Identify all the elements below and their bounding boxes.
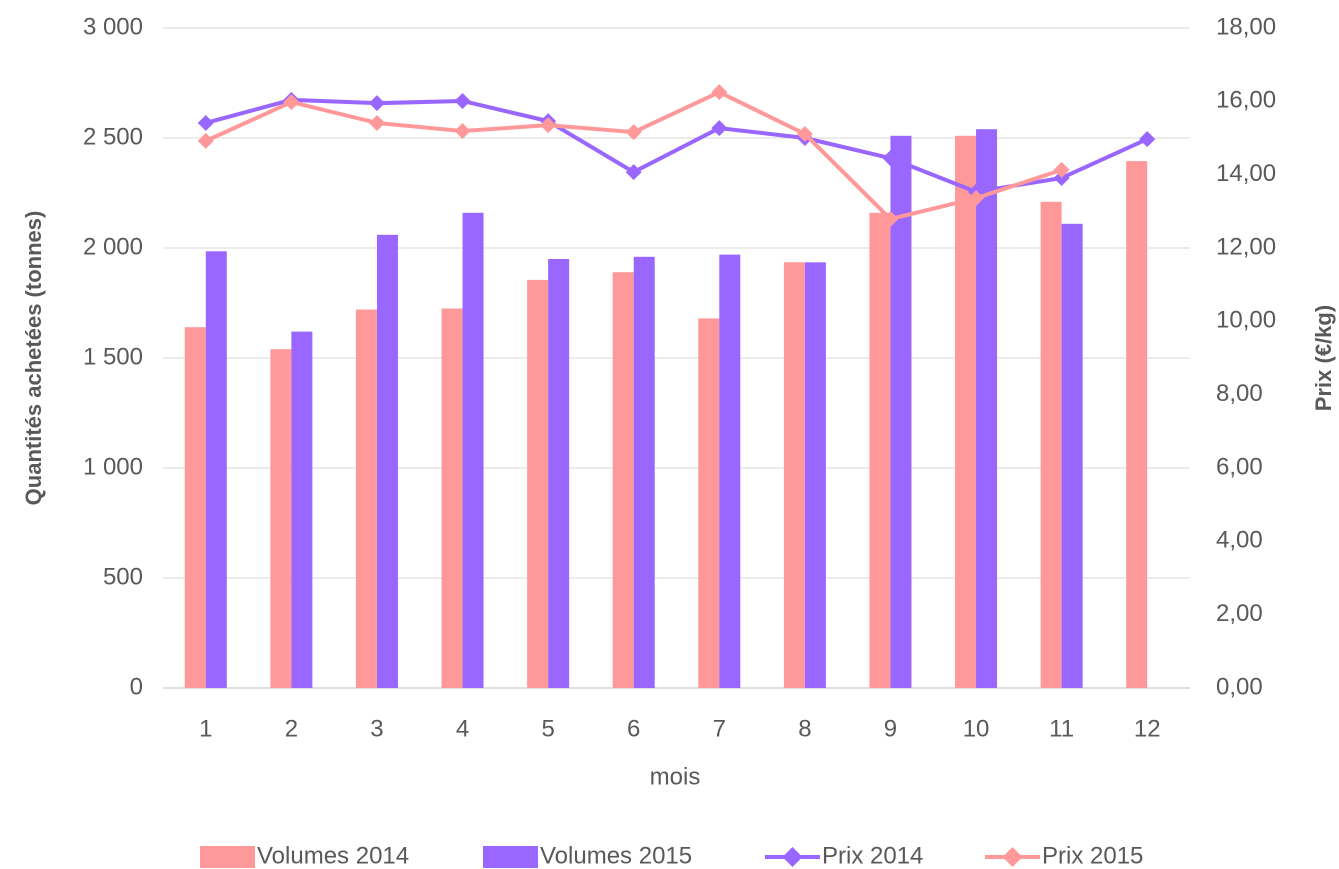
legend-label: Volumes 2014 xyxy=(257,842,409,869)
line xyxy=(205,97,1149,194)
line xyxy=(204,90,1063,222)
bar xyxy=(462,212,484,689)
marker xyxy=(368,95,385,112)
x-tick-label: 8 xyxy=(798,715,811,742)
y2-tick-label: 12,00 xyxy=(1216,233,1276,260)
legend-label: Volumes 2015 xyxy=(540,842,692,869)
bar xyxy=(804,262,826,688)
bar xyxy=(783,262,805,688)
y2-tick-label: 14,00 xyxy=(1216,160,1276,187)
x-tick-label: 11 xyxy=(1049,715,1074,742)
legend-label: Prix 2015 xyxy=(1042,842,1143,869)
bar xyxy=(869,212,891,689)
marker xyxy=(625,124,642,141)
x-tick-label: 1 xyxy=(199,715,212,742)
y-tick-label: 3 000 xyxy=(83,13,143,40)
marker xyxy=(711,120,728,137)
y2-tick-label: 4,00 xyxy=(1216,527,1263,554)
bar xyxy=(548,259,570,688)
y2-tick-label: 0,00 xyxy=(1216,673,1263,700)
bar xyxy=(698,318,720,688)
bar xyxy=(376,234,398,689)
x-tick-label: 6 xyxy=(627,715,640,742)
marker xyxy=(796,125,813,142)
marker xyxy=(540,117,557,134)
y-tick-label: 1 500 xyxy=(83,343,143,370)
bar xyxy=(270,349,292,688)
y-tick-label: 2 000 xyxy=(83,233,143,260)
marker xyxy=(711,84,728,101)
marker xyxy=(197,114,214,131)
marker xyxy=(1053,161,1070,178)
legend-swatch xyxy=(483,846,538,868)
x-tick-label: 3 xyxy=(370,715,383,742)
y2-tick-label: 10,00 xyxy=(1216,307,1276,334)
y-tick-label: 1 000 xyxy=(83,453,143,480)
y-tick-label: 0 xyxy=(130,673,143,700)
bar xyxy=(527,279,549,688)
x-tick-label: 10 xyxy=(963,715,990,742)
legend-label: Prix 2014 xyxy=(822,842,923,869)
bar xyxy=(355,309,377,688)
bar xyxy=(955,135,977,689)
y2-tick-label: 8,00 xyxy=(1216,380,1263,407)
marker xyxy=(882,150,899,167)
x-tick-label: 4 xyxy=(456,715,469,742)
marker xyxy=(968,190,985,207)
y2-tick-label: 2,00 xyxy=(1216,600,1263,627)
y2-tick-label: 6,00 xyxy=(1216,453,1263,480)
x-tick-label: 12 xyxy=(1134,715,1161,742)
y2-axis-title: Prix (€/kg) xyxy=(1311,305,1336,411)
bar xyxy=(1126,161,1148,689)
legend-marker xyxy=(782,847,803,867)
legend-swatch xyxy=(200,846,255,868)
bar xyxy=(205,251,227,689)
marker xyxy=(1139,131,1156,148)
marker xyxy=(197,132,214,149)
bar xyxy=(890,135,912,689)
marker xyxy=(1053,169,1070,186)
y2-tick-label: 16,00 xyxy=(1216,87,1276,114)
y2-tick-label: 18,00 xyxy=(1216,13,1276,40)
y-tick-label: 500 xyxy=(103,563,143,590)
bar xyxy=(976,129,998,688)
bar xyxy=(1061,223,1083,689)
bar xyxy=(184,327,206,688)
bar xyxy=(719,254,741,688)
x-tick-label: 9 xyxy=(884,715,897,742)
bar xyxy=(633,256,655,688)
x-tick-label: 7 xyxy=(713,715,726,742)
marker xyxy=(283,94,300,111)
bar xyxy=(612,272,634,688)
x-tick-label: 5 xyxy=(541,715,554,742)
marker xyxy=(368,114,385,131)
marker xyxy=(454,92,471,109)
x-axis-title: mois xyxy=(650,763,701,790)
marker xyxy=(882,211,899,228)
bar xyxy=(1040,201,1062,689)
marker xyxy=(454,123,471,140)
bar xyxy=(291,331,313,688)
x-tick-label: 2 xyxy=(285,715,298,742)
bar xyxy=(441,308,463,688)
legend-marker xyxy=(1002,847,1023,867)
y-axis-title: Quantités achetées (tonnes) xyxy=(21,211,46,506)
marker xyxy=(625,164,642,181)
y-tick-label: 2 500 xyxy=(83,123,143,150)
